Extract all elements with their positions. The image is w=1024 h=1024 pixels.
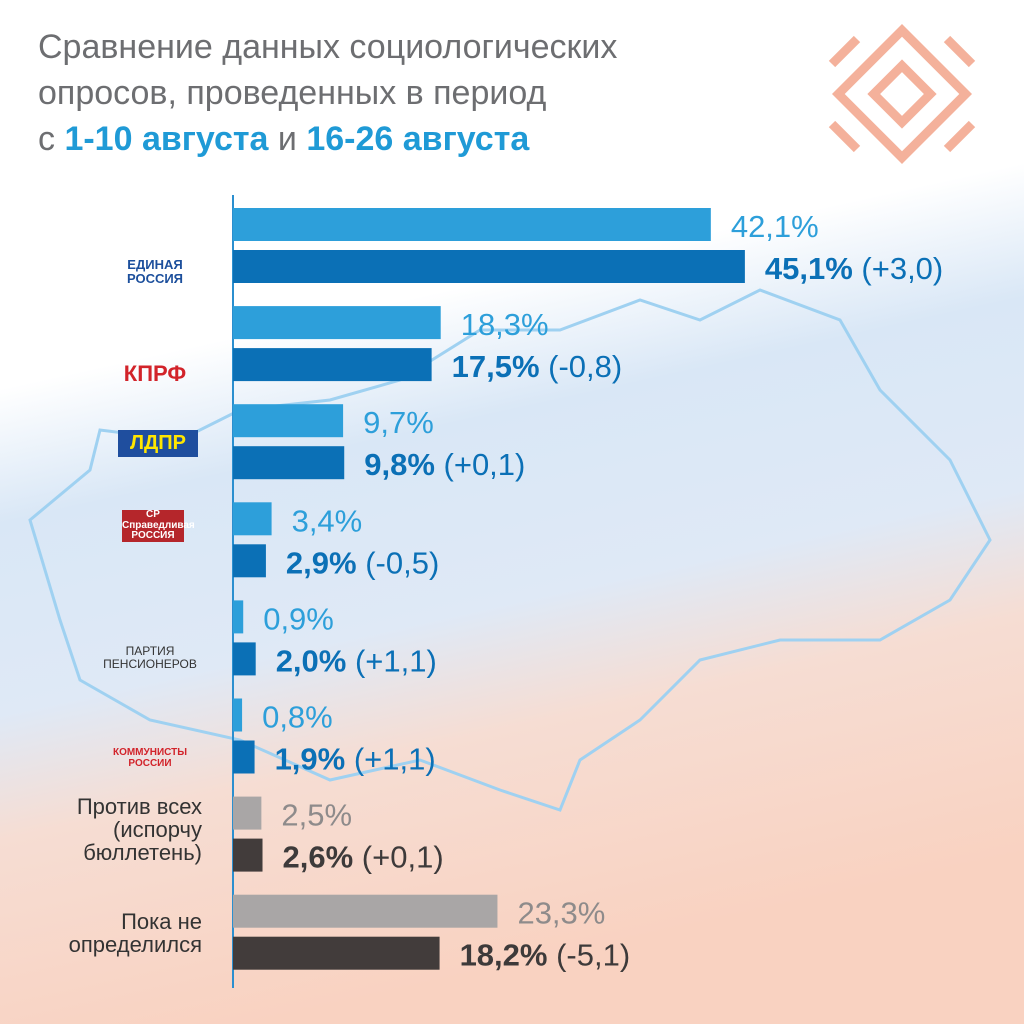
chart-title: Сравнение данных социологических опросов… [38, 28, 618, 112]
value-label: 2,0% [276, 643, 347, 678]
value-label: 9,8% (+0,1) [364, 447, 525, 482]
value-label: 18,3% [461, 307, 549, 342]
change-label: (-5,1) [556, 938, 630, 973]
value-label: 2,5% [281, 798, 352, 833]
bar [233, 936, 440, 970]
bar [233, 348, 432, 382]
value-label: 18,2% [460, 938, 548, 973]
bar [233, 306, 441, 340]
title-part: с [38, 120, 55, 158]
change-label: (+1,1) [355, 643, 437, 678]
bar [233, 502, 272, 536]
value-label: 17,5% [452, 349, 540, 384]
category-label: ПАРТИЯ ПЕНСИОНЕРОВ [103, 644, 197, 671]
change-label: (-0,5) [365, 545, 439, 580]
value-label: 18,3% [461, 307, 549, 342]
value-label: 2,6% [283, 840, 354, 875]
change-label: (+0,1) [362, 840, 444, 875]
bar [233, 544, 266, 578]
bar [233, 404, 344, 438]
value-label: 2,9% (-0,5) [286, 545, 439, 580]
category-label: Против всех (испорчу бюллетень) [76, 794, 202, 866]
value-label: 9,8% [364, 447, 435, 482]
bar [233, 250, 745, 283]
change-label: (+3,0) [861, 251, 943, 286]
chart-subtitle: с 1-10 августа и 16-26 августа [38, 120, 530, 158]
bar [233, 642, 256, 676]
category-label: Пока не определился [68, 909, 202, 958]
ornament [828, 23, 976, 165]
value-label: 42,1% [731, 209, 819, 244]
bar [233, 894, 498, 928]
value-label: 23,3% [517, 896, 605, 931]
value-label: 18,2% (-5,1) [460, 938, 631, 973]
value-label: 23,3% [517, 896, 605, 931]
value-label: 2,6% (+0,1) [283, 840, 444, 875]
value-label: 17,5% (-0,8) [452, 349, 623, 384]
bar [233, 740, 255, 774]
value-label: 2,0% (+1,1) [276, 643, 437, 678]
legend-entry: 16-26 августа [306, 120, 530, 158]
category-label: ЛДПР [118, 430, 198, 457]
value-label: 45,1% [765, 251, 853, 286]
value-label: 45,1% (+3,0) [765, 251, 943, 286]
title-part: и [278, 120, 297, 158]
value-label: 2,9% [286, 545, 357, 580]
map-outline [28, 288, 992, 812]
bar [233, 446, 345, 480]
bar [233, 838, 263, 872]
value-label: 3,4% [292, 503, 363, 538]
value-label: 0,9% [263, 601, 334, 636]
value-label: 2,5% [281, 798, 352, 833]
value-label: 0,8% [262, 700, 333, 735]
value-label: 42,1% [731, 209, 819, 244]
category-label: ЕДИНАЯ РОССИЯ [126, 257, 184, 286]
change-label: (+1,1) [354, 742, 436, 777]
value-label: 3,4% [292, 503, 363, 538]
value-label: 0,9% [263, 601, 334, 636]
change-label: (-0,8) [548, 349, 622, 384]
value-label: 0,8% [262, 700, 333, 735]
value-label: 1,9% (+1,1) [275, 742, 436, 777]
change-label: (+0,1) [444, 447, 526, 482]
value-label: 9,7% [363, 405, 434, 440]
category-label: СР Справедливая РОССИЯ [122, 509, 195, 542]
category-label: КПРФ [123, 361, 187, 386]
bar [233, 796, 262, 830]
bar [233, 698, 243, 732]
bar [233, 600, 244, 634]
value-label: 9,7% [363, 405, 434, 440]
category-label: КОММУНИСТЫ РОССИИ [112, 747, 188, 769]
bar [233, 208, 711, 241]
value-label: 1,9% [275, 742, 346, 777]
legend-entry: 1-10 августа [64, 120, 269, 158]
